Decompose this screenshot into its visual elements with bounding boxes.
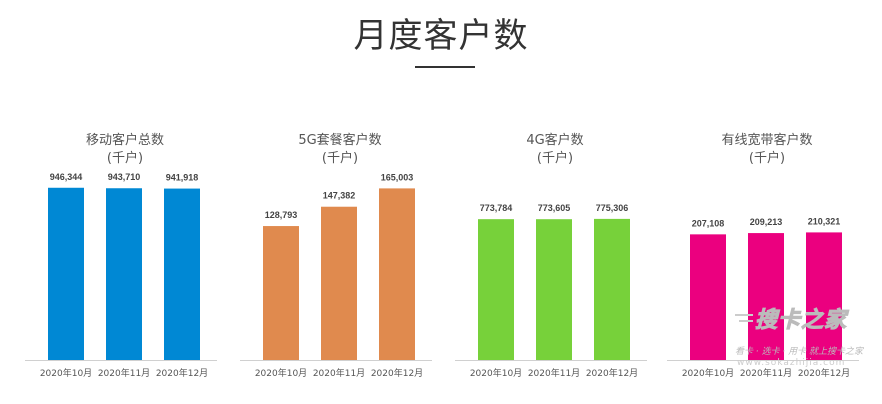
x-tick-label: 2020年11月	[528, 367, 580, 379]
x-tick-label: 2020年10月	[40, 367, 92, 379]
watermark-dash	[739, 320, 753, 322]
x-tick-label: 2020年10月	[255, 367, 307, 379]
bar	[106, 188, 142, 360]
chart-panel-4g: 4G客户数 (千户) 773,784 2020年10月 773,605 2020年11…	[455, 128, 655, 388]
x-tick-label: 2020年12月	[586, 367, 638, 379]
data-label: 946,344	[50, 172, 83, 182]
bar	[806, 232, 842, 360]
watermark-logo: 搜卡之家	[754, 308, 848, 334]
bar	[748, 233, 784, 360]
x-tick-label: 2020年11月	[313, 367, 365, 379]
watermark-url: www.sokazhijia.com	[737, 358, 846, 368]
chart-panel-5g: 5G套餐客户数 (千户) 128,793 2020年10月 147,382 2020年…	[240, 128, 440, 388]
bar	[478, 219, 514, 360]
chart-panel-broadband: 有线宽带客户数 (千户) 207,108 2020年10月 209,213 2020年…	[667, 128, 867, 388]
data-label: 210,321	[808, 216, 841, 226]
data-label: 147,382	[323, 191, 356, 201]
data-label: 209,213	[750, 217, 783, 227]
bar	[48, 187, 84, 360]
bar	[690, 234, 726, 360]
watermark-dash	[735, 314, 753, 316]
bar	[536, 219, 572, 360]
bar	[164, 188, 200, 360]
data-label: 775,306	[596, 203, 629, 213]
chart-unit: (千户)	[321, 151, 359, 166]
data-label: 165,003	[381, 172, 414, 182]
bar	[594, 218, 630, 360]
x-tick-label: 2020年12月	[156, 367, 208, 379]
x-tick-label: 2020年10月	[470, 367, 522, 379]
x-tick-label: 2020年12月	[798, 367, 850, 379]
chart-title: 5G套餐客户数	[298, 133, 382, 148]
data-label: 128,793	[265, 210, 298, 220]
chart-title: 有线宽带客户数	[721, 133, 813, 148]
bar-chart-5g: 128,793 2020年10月 147,382 2020年11月 165,003 202…	[240, 172, 432, 379]
chart-unit: (千户)	[106, 151, 144, 166]
chart-title: 移动客户总数	[85, 133, 164, 148]
data-label: 207,108	[692, 218, 725, 228]
bar-chart-mobile-total: 946,344 2020年10月 943,710 2020年11月 941,918 202…	[25, 172, 217, 379]
bar	[263, 226, 299, 360]
bar-chart-broadband: 207,108 2020年10月 209,213 2020年11月 210,321 202…	[667, 216, 859, 379]
chart-title: 4G客户数	[526, 133, 584, 148]
watermark: 搜卡之家 看卡 · 选卡 · 用卡 就上搜卡之家 www.sokazhijia.…	[735, 300, 875, 380]
bar	[379, 188, 415, 360]
chart-panel-mobile-total: 移动客户总数 (千户) 946,344 2020年10月 943,710 2020年1…	[25, 128, 225, 388]
bar	[321, 206, 357, 360]
x-tick-label: 2020年12月	[371, 367, 423, 379]
title-underline	[415, 66, 475, 68]
chart-unit: (千户)	[536, 151, 574, 166]
bar-chart-4g: 773,784 2020年10月 773,605 2020年11月 775,306 202…	[455, 203, 647, 379]
data-label: 943,710	[108, 172, 141, 182]
data-label: 941,918	[166, 173, 199, 183]
watermark-slogan: 看卡 · 选卡 · 用卡 就上搜卡之家	[735, 347, 864, 357]
x-tick-label: 2020年10月	[682, 367, 734, 379]
chart-unit: (千户)	[748, 151, 786, 166]
data-label: 773,784	[480, 203, 513, 213]
data-label: 773,605	[538, 203, 571, 213]
x-tick-label: 2020年11月	[740, 367, 792, 379]
x-tick-label: 2020年11月	[98, 367, 150, 379]
page-title: 月度客户数	[353, 16, 529, 56]
